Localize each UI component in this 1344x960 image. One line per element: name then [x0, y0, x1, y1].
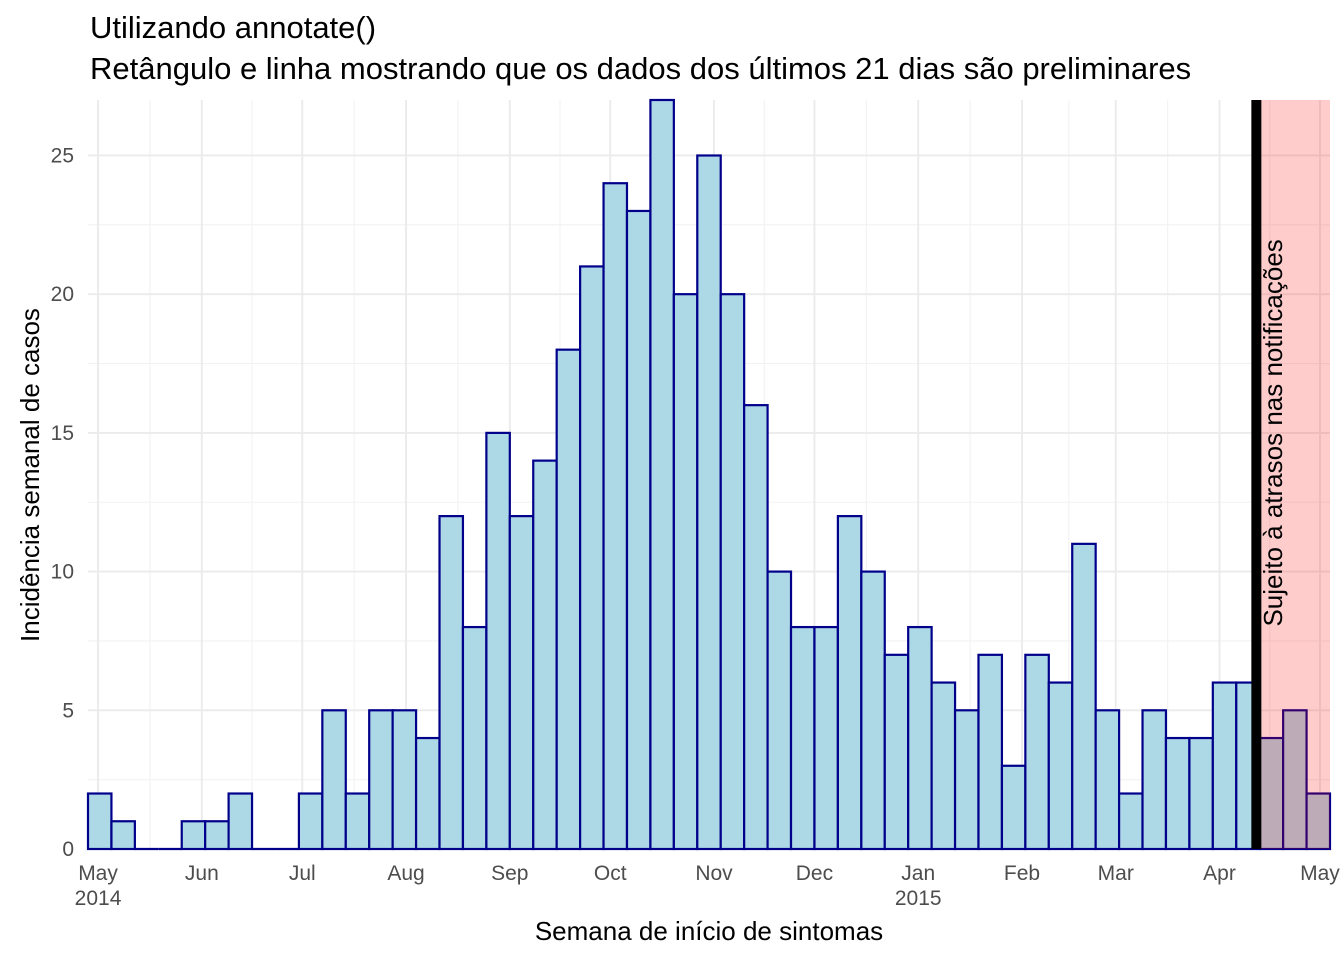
histogram-bar: [110, 820, 136, 851]
histogram-bar: [719, 293, 746, 851]
histogram-bar: [1188, 736, 1214, 851]
histogram-bar: [625, 209, 652, 851]
y-tick-label: 20: [51, 283, 74, 306]
histogram-bar: [1024, 653, 1050, 851]
x-tick-label: Oct: [594, 862, 627, 885]
chart-title: Utilizando annotate(): [90, 10, 376, 45]
x-tick-label: Nov: [695, 862, 733, 885]
x-tick-label: Aug: [387, 862, 424, 885]
histogram-bar: [883, 653, 910, 851]
x-tick-label: Apr: [1203, 862, 1236, 885]
x-tick-label: Jan: [901, 862, 935, 885]
histogram-bar: [297, 792, 324, 851]
histogram-bar: [696, 154, 722, 851]
y-tick-label: 10: [51, 561, 74, 584]
histogram-bar: [344, 792, 371, 851]
histogram-bar: [836, 515, 863, 851]
chart-subtitle: Retângulo e linha mostrando que os dados…: [90, 51, 1191, 86]
y-tick-label: 0: [62, 838, 74, 861]
histogram-bar: [672, 293, 699, 851]
x-tick-label: Jul: [289, 862, 316, 885]
histogram-bar: [579, 265, 605, 851]
preliminary-data-shade: [1256, 100, 1330, 849]
histogram-bar: [414, 736, 441, 851]
y-tick-label: 25: [51, 144, 74, 167]
y-tick-label: 5: [62, 699, 74, 722]
histogram-bar: [907, 625, 933, 851]
histogram-bar: [508, 515, 535, 851]
x-tick-label: Mar: [1098, 862, 1134, 885]
histogram-bar: [532, 459, 558, 851]
histogram-bar: [555, 348, 582, 851]
histogram-bar: [649, 98, 675, 851]
histogram-bar: [227, 792, 254, 851]
histogram-bar: [1141, 709, 1168, 851]
histogram-bar: [813, 625, 839, 851]
histogram-bar: [860, 570, 886, 851]
x-tick-label: May: [78, 862, 118, 885]
histogram-bar: [953, 709, 980, 851]
plot-panel: Sujeito à atrasos nas notificações 0 5 10 15…: [51, 98, 1340, 910]
histogram-bar: [977, 653, 1004, 851]
histogram-bar: [602, 182, 629, 851]
histogram-bar: [204, 820, 230, 851]
histogram-bar: [1094, 709, 1121, 851]
x-tick-label: Dec: [796, 862, 833, 885]
y-tick-label: 15: [51, 422, 74, 445]
x-tick-label: May: [1300, 862, 1340, 885]
histogram-bar: [391, 709, 418, 851]
histogram-bar: [485, 431, 511, 851]
x-axis-title: Semana de início de sintomas: [535, 916, 883, 946]
x-tick-label: Jun: [185, 862, 219, 885]
histogram-bar: [1164, 736, 1191, 851]
histogram-bar: [1117, 792, 1144, 851]
histogram-bar: [368, 709, 394, 851]
histogram-bar: [86, 792, 113, 851]
histogram-bar: [1071, 542, 1097, 851]
histogram-bar: [789, 625, 816, 851]
y-axis-title: Incidência semanal de casos: [15, 308, 45, 642]
x-tick-year-label: 2015: [895, 887, 942, 910]
histogram-bar: [1047, 681, 1074, 851]
histogram-bar: [743, 404, 769, 851]
x-tick-year-label: 2014: [75, 887, 122, 910]
histogram-bar: [930, 681, 957, 851]
histogram-bar: [766, 570, 793, 851]
histogram-bar: [180, 820, 207, 851]
x-tick-label: Sep: [491, 862, 528, 885]
histogram-bar: [1282, 709, 1308, 851]
histogram-bar: [1305, 792, 1332, 851]
delay-annotation-label: Sujeito à atrasos nas notificações: [1258, 239, 1288, 626]
histogram-bar: [438, 515, 465, 851]
histogram-bar: [321, 709, 347, 851]
histogram-bar: [1211, 681, 1238, 851]
x-tick-label: Feb: [1004, 862, 1040, 885]
histogram-bar: [1000, 764, 1027, 851]
histogram-bar: [461, 625, 488, 851]
